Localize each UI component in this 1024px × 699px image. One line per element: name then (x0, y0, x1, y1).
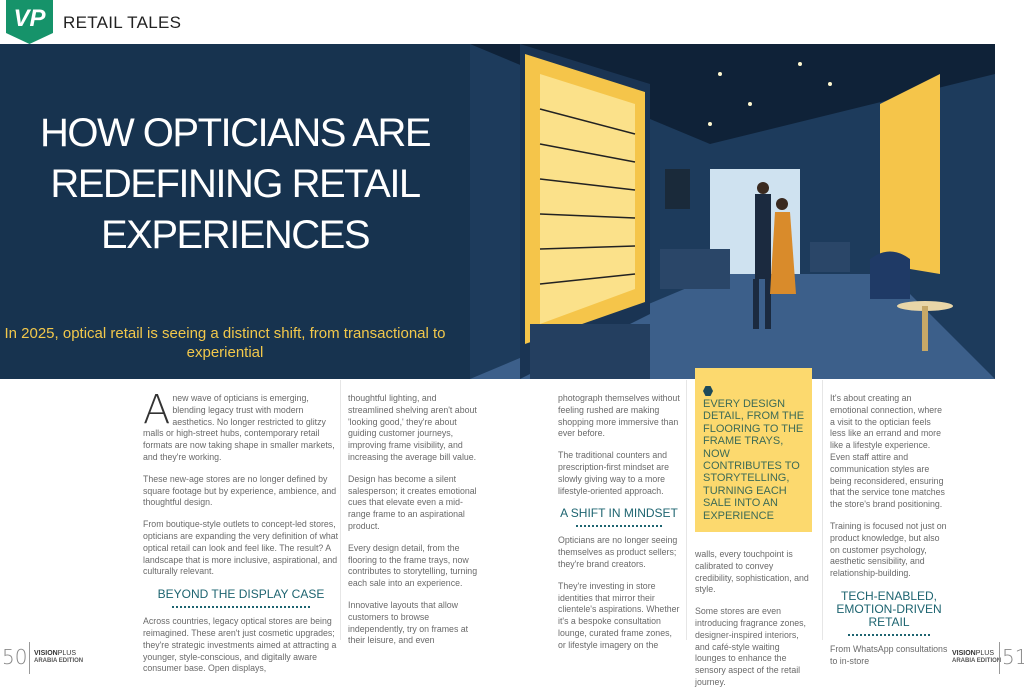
paragraph: They're investing in store identities th… (558, 580, 680, 650)
paragraph: The traditional counters and prescriptio… (558, 450, 669, 496)
brand-footer-right: VISIONPLUS ARABIA EDITION (952, 650, 1001, 665)
brand-footer-left: VISIONPLUS ARABIA EDITION (34, 650, 83, 665)
section-title: RETAIL TALES (63, 13, 182, 32)
brand-bold: VISION (34, 650, 58, 657)
article-subtitle: In 2025, optical retail is seeing a dist… (4, 325, 446, 361)
paragraph: thoughtful lighting, and streamlined she… (348, 393, 477, 462)
paragraph: These new-age stores are no longer defin… (143, 473, 337, 508)
paragraph: Every design detail, from the flooring t… (348, 542, 478, 589)
pull-quote-text: EVERY DESIGN DETAIL, FROM THE FLOORING T… (703, 398, 805, 522)
divider (999, 642, 1000, 674)
edition: ARABIA EDITION (34, 658, 84, 664)
divider (822, 380, 823, 640)
paragraph: Some stores are even introducing fragran… (695, 606, 807, 688)
paragraph: walls, every touchpoint is calibrated to… (695, 549, 809, 595)
page-number-left: 50 (2, 645, 28, 669)
vp-logo: VP (6, 0, 53, 44)
paragraph: Innovative layouts that allow customers … (348, 599, 469, 646)
divider (686, 380, 687, 640)
divider (340, 380, 341, 640)
subheading-beyond-display-case: BEYOND THE DISPLAY CASE (157, 587, 325, 602)
brand-light: PLUS (57, 650, 77, 657)
column-2: thoughtful lighting, and streamlined she… (348, 393, 483, 657)
brand-bold: VISION (952, 650, 976, 657)
drop-cap: A (143, 387, 171, 433)
subheading-tech-enabled: TECH-ENABLED, EMOTION-DRIVEN RETAIL (836, 588, 942, 629)
hero: HOW OPTICIANS ARE REDEFINING RETAIL EXPE… (0, 44, 995, 379)
paragraph: It's about creating an emotional connect… (830, 393, 945, 510)
pull-quote-column: EVERY DESIGN DETAIL, FROM THE FLOORING T… (695, 368, 812, 699)
pull-quote: EVERY DESIGN DETAIL, FROM THE FLOORING T… (695, 368, 812, 533)
paragraph: photograph themselves without feeling ru… (558, 393, 680, 439)
paragraph: Design has become a silent salesperson; … (348, 473, 477, 531)
divider (29, 642, 30, 674)
store-interior-photo (470, 44, 995, 379)
column-3: photograph themselves without feeling ru… (558, 393, 680, 662)
paragraph: new wave of opticians is emerging, blend… (143, 393, 335, 462)
divider (847, 633, 931, 636)
paragraph: From WhatsApp consultations to in-store (830, 643, 948, 666)
edition: ARABIA EDITION (952, 658, 1002, 664)
header: VP RETAIL TALES (0, 0, 1024, 44)
brand-light: PLUS (975, 650, 995, 657)
paragraph: From boutique-style outlets to concept-l… (143, 519, 339, 577)
column-5: It's about creating an emotional connect… (830, 393, 948, 678)
divider (576, 524, 662, 528)
paragraph: Opticians are no longer seeing themselve… (558, 535, 678, 569)
subheading-shift-in-mindset: A SHIFT IN MINDSET (560, 506, 678, 521)
divider (172, 605, 310, 609)
hexagon-icon (703, 386, 713, 396)
page-number-right: 51 (1002, 645, 1024, 669)
paragraph: Across countries, legacy optical stores … (143, 616, 337, 674)
column-4: walls, every touchpoint is calibrated to… (695, 549, 812, 689)
paragraph: Training is focused not just on product … (830, 520, 947, 579)
article-title: HOW OPTICIANS ARE REDEFINING RETAIL EXPE… (39, 111, 432, 257)
